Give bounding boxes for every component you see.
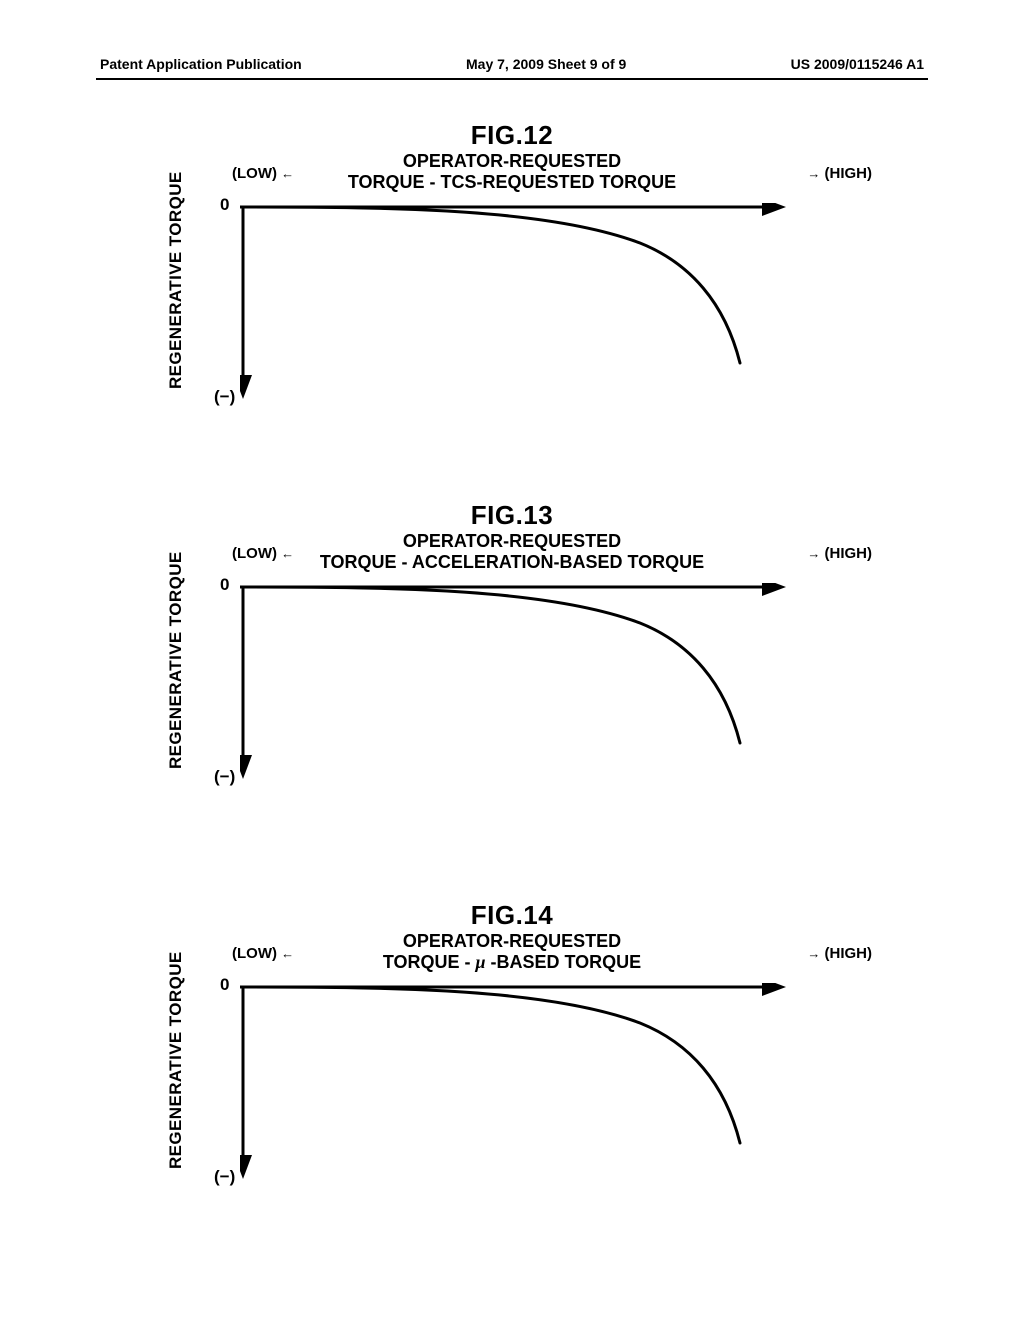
x-axis-title: OPERATOR-REQUESTED TORQUE - TCS-REQUESTE… [348,151,676,192]
arrow-left-icon: ← [281,546,294,561]
figure-title: FIG.12 [0,120,1024,151]
header-left: Patent Application Publication [100,56,302,72]
x-axis-title-group: (LOW) ← OPERATOR-REQUESTED TORQUE - TCS-… [192,151,832,193]
header-center: May 7, 2009 Sheet 9 of 9 [466,56,626,72]
header-right: US 2009/0115246 A1 [791,56,924,72]
figure-12: FIG.12 (LOW) ← OPERATOR-REQUESTED TORQUE… [0,120,1024,411]
page-header: Patent Application Publication May 7, 20… [0,56,1024,72]
minus-label: (−) [214,387,235,407]
chart-svg [240,203,800,403]
figure-14: FIG.14 (LOW) ← OPERATOR-REQUESTED TORQUE… [0,900,1024,1191]
zero-label: 0 [220,975,229,995]
y-axis-title: REGENERATIVE TORQUE [166,551,186,769]
arrow-right-icon: → [807,546,820,561]
mu-symbol: μ [475,952,485,972]
figure-title: FIG.13 [0,500,1024,531]
arrow-left-icon: ← [281,166,294,181]
zero-label: 0 [220,195,229,215]
x-axis-title: OPERATOR-REQUESTED TORQUE - μ -BASED TOR… [383,931,641,972]
arrow-right-icon: → [807,166,820,181]
high-label: → (HIGH) [805,945,872,962]
low-label: (LOW) ← [232,165,296,182]
figure-title: FIG.14 [0,900,1024,931]
chart-svg [240,583,800,783]
arrow-left-icon: ← [281,946,294,961]
low-label: (LOW) ← [232,945,296,962]
chart: (LOW) ← OPERATOR-REQUESTED TORQUE - μ -B… [192,931,832,1191]
zero-label: 0 [220,575,229,595]
x-axis-title: OPERATOR-REQUESTED TORQUE - ACCELERATION… [320,531,704,572]
chart-svg [240,983,800,1183]
x-axis-title-group: (LOW) ← OPERATOR-REQUESTED TORQUE - ACCE… [192,531,832,573]
header-rule [96,78,928,80]
high-label: → (HIGH) [805,545,872,562]
arrow-right-icon: → [807,946,820,961]
x-axis-title-group: (LOW) ← OPERATOR-REQUESTED TORQUE - μ -B… [192,931,832,973]
minus-label: (−) [214,1167,235,1187]
low-label: (LOW) ← [232,545,296,562]
y-axis-title: REGENERATIVE TORQUE [166,171,186,389]
curve [240,207,740,363]
chart: (LOW) ← OPERATOR-REQUESTED TORQUE - ACCE… [192,531,832,791]
minus-label: (−) [214,767,235,787]
curve [240,587,740,743]
chart: (LOW) ← OPERATOR-REQUESTED TORQUE - TCS-… [192,151,832,411]
high-label: → (HIGH) [805,165,872,182]
figure-13: FIG.13 (LOW) ← OPERATOR-REQUESTED TORQUE… [0,500,1024,791]
y-axis-title: REGENERATIVE TORQUE [166,951,186,1169]
curve [240,987,740,1143]
